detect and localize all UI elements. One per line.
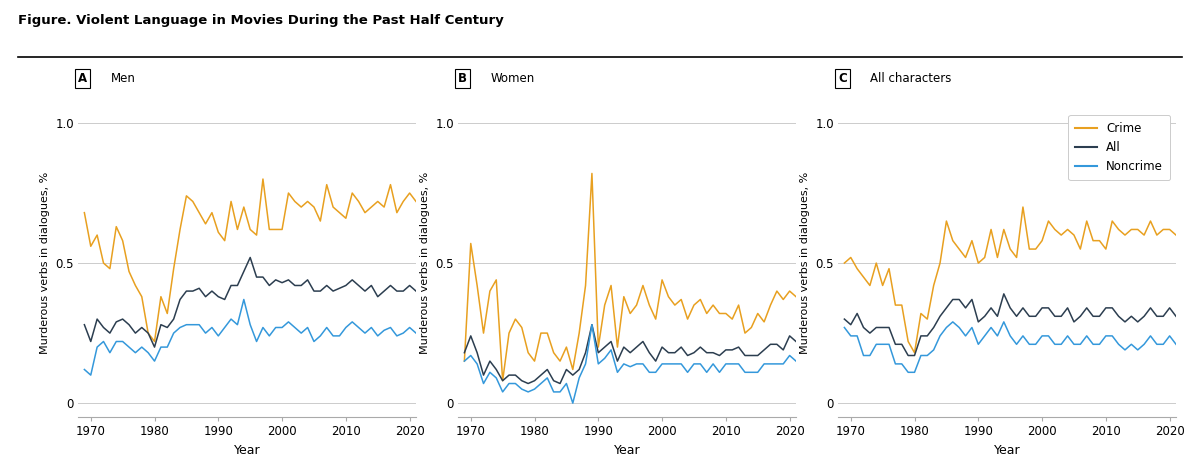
Text: All characters: All characters (870, 72, 952, 85)
X-axis label: Year: Year (613, 444, 641, 457)
Text: A: A (78, 72, 88, 85)
Text: C: C (838, 72, 847, 85)
Text: Men: Men (110, 72, 136, 85)
Text: B: B (458, 72, 467, 85)
Y-axis label: Murderous verbs in dialogues, %: Murderous verbs in dialogues, % (40, 172, 49, 354)
Legend: Crime, All, Noncrime: Crime, All, Noncrime (1068, 115, 1170, 180)
Text: Women: Women (491, 72, 535, 85)
Text: Figure. Violent Language in Movies During the Past Half Century: Figure. Violent Language in Movies Durin… (18, 14, 504, 27)
X-axis label: Year: Year (234, 444, 260, 457)
Y-axis label: Murderous verbs in dialogues, %: Murderous verbs in dialogues, % (420, 172, 430, 354)
X-axis label: Year: Year (994, 444, 1020, 457)
Y-axis label: Murderous verbs in dialogues, %: Murderous verbs in dialogues, % (799, 172, 810, 354)
